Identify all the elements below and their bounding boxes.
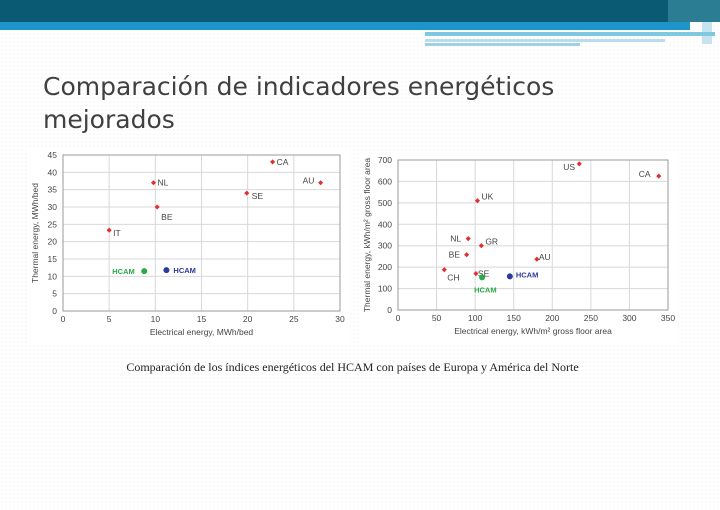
slide-title: Comparación de indicadores energéticos m… [43,70,643,136]
country-label: US [563,162,575,172]
country-label: BE [449,250,461,260]
x-tick-label: 250 [584,313,598,323]
header-bar [0,0,720,22]
plot-frame [397,159,669,311]
country-label: UK [481,192,493,202]
country-label: NL [450,234,461,244]
chart-left-panel: 0 5 10 15 20 25 30 0 5 10 15 20 25 30 35 40 45 Electrical… [28,148,350,344]
x-tick-label: 350 [661,313,675,323]
y-tick-label: 45 [48,150,58,160]
header-bar-accent [668,0,720,22]
x-tick-label: 0 [396,313,401,323]
x-axis-label: Electrical energy, kWh/m² gross floor ar… [454,326,612,336]
y-tick-label: 700 [378,155,392,165]
slide-title-line2: mejorados [43,105,175,134]
hcam-point [479,274,486,281]
country-point [576,161,582,167]
y-tick-label: 35 [48,185,58,195]
y-tick-label: 0 [52,306,57,316]
country-point [534,256,540,262]
country-point [478,243,484,249]
x-tick-label: 25 [289,314,299,324]
x-tick-label: 200 [545,313,559,323]
y-tick-label: 25 [48,219,58,229]
hcam-label: HCAM [474,285,497,294]
figure-caption: Comparación de los índices energéticos d… [126,360,579,374]
country-label: NL [157,178,168,188]
y-axis-label: Thermal energy, MWh/bed [30,183,40,283]
country-label: CA [639,169,651,179]
country-label: BE [161,212,173,222]
y-tick-label: 500 [378,198,392,208]
x-tick-label: 30 [335,314,345,324]
country-point [106,227,112,233]
chart-left: 0 5 10 15 20 25 30 0 5 10 15 20 25 30 35 40 45 Electrical… [30,150,345,337]
x-tick-label: 0 [61,314,66,324]
hcam-label: HCAM [516,270,539,279]
y-tick-label: 200 [378,262,392,272]
header-line [425,32,715,36]
y-tick-label: 10 [48,271,58,281]
country-point [656,173,662,179]
plot-frame [62,154,341,312]
x-tick-label: 15 [197,314,207,324]
y-tick-label: 30 [48,202,58,212]
country-label: GR [485,237,498,247]
y-tick-label: 15 [48,254,58,264]
x-tick-label: 300 [622,313,636,323]
hcam-label: HCAM [173,266,196,275]
slide-title-line1: Comparación de indicadores energéticos [43,72,555,101]
y-tick-label: 5 [52,289,57,299]
hcam-point [506,273,513,280]
header-stripe [0,22,690,30]
x-tick-label: 150 [507,313,521,323]
country-label: CH [447,273,459,283]
country-point [318,180,324,186]
y-tick-label: 300 [378,241,392,251]
header-line [425,43,580,46]
y-axis-label: Thermal energy, kWh/m² gross floor area [362,158,372,313]
y-tick-label: 40 [48,167,58,177]
hcam-label: HCAM [112,267,134,276]
country-point [465,236,471,242]
country-point [464,252,470,258]
x-axis-label: Electrical energy, MWh/bed [150,327,254,337]
y-tick-label: 600 [378,176,392,186]
x-tick-label: 5 [107,314,112,324]
country-label: SE [252,191,264,201]
country-label: SE [478,269,490,279]
country-label: AU [303,176,315,186]
x-tick-label: 10 [151,314,161,324]
country-label: IT [113,228,121,238]
x-tick-label: 50 [432,313,442,323]
country-point [270,159,276,165]
country-point [441,267,447,273]
y-tick-label: 0 [387,305,392,315]
x-tick-label: 20 [243,314,253,324]
country-label: CA [277,157,289,167]
chart-right-panel: 0 50 100 150 200 250 300 350 0 100 200 300 400 500 600… [360,153,678,345]
header-line [425,39,665,42]
country-point [244,190,250,196]
hcam-point [163,267,170,274]
x-tick-label: 100 [468,313,482,323]
y-tick-label: 20 [48,237,58,247]
y-tick-label: 100 [378,284,392,294]
y-tick-label: 400 [378,219,392,229]
chart-right: 0 50 100 150 200 250 300 350 0 100 200 300 400 500 600… [362,155,675,336]
country-label: AU [539,252,551,262]
hcam-point [141,268,148,275]
